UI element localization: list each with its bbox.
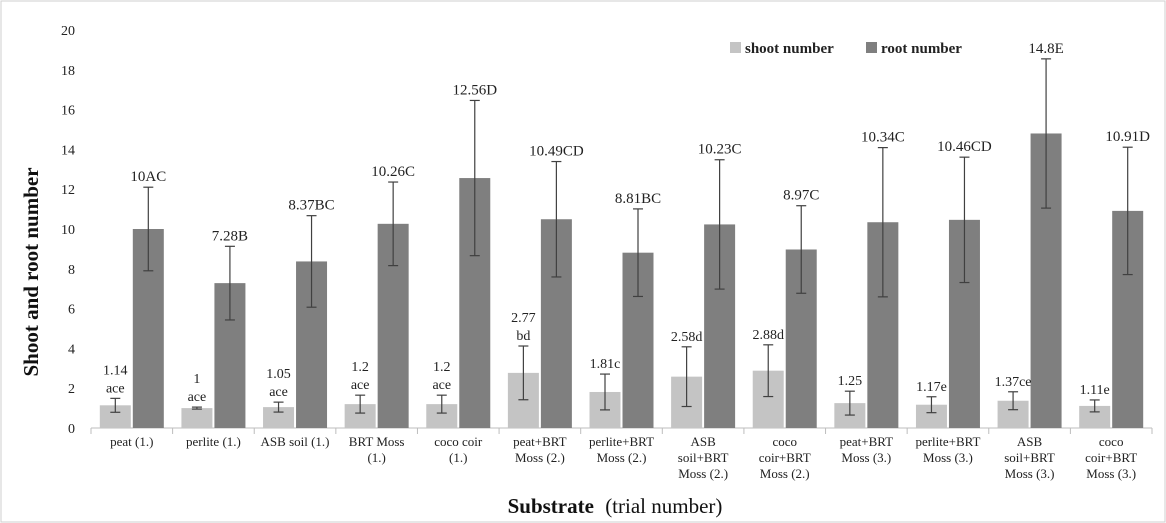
- x-axis-label: Substrate (trial number): [508, 494, 723, 518]
- y-axis-label: Shoot and root number: [19, 167, 43, 376]
- shoot-data-label: ace: [432, 378, 451, 393]
- x-tick-label: ASB: [1017, 434, 1043, 449]
- x-tick-label: perlite+BRT: [915, 434, 980, 449]
- error-bars: [110, 58, 1133, 416]
- y-tick-label: 20: [61, 24, 75, 39]
- x-tick-label: Moss (3.): [923, 450, 973, 465]
- y-tick-label: 2: [68, 382, 75, 397]
- root-data-label: 14.8E: [1028, 41, 1063, 57]
- shoot-bar: [426, 404, 458, 428]
- root-data-label: 10.23C: [698, 142, 742, 158]
- y-tick-label: 10: [61, 223, 75, 238]
- x-tick-label: ASB soil (1.): [261, 434, 330, 449]
- y-tick-label: 14: [61, 143, 75, 158]
- shoot-bar: [99, 405, 131, 428]
- y-tick-label: 0: [68, 422, 75, 437]
- shoot-data-label: ace: [351, 378, 370, 393]
- root-data-label: 12.56D: [452, 82, 497, 98]
- x-tick-label: Moss (3.): [1005, 466, 1055, 481]
- shoot-data-label: 1.37ce: [995, 375, 1032, 390]
- x-tick-label: perlite+BRT: [589, 434, 654, 449]
- category-labels: peat (1.) perlite (1.) ASB soil (1.) BRT Mo…: [110, 434, 1137, 481]
- legend-label: shoot number: [745, 41, 834, 57]
- legend: shoot number root number: [730, 41, 962, 57]
- root-data-label: 8.37BC: [288, 198, 334, 214]
- x-tick-label: Moss (3.): [1086, 466, 1136, 481]
- x-tick-label: BRT Moss: [349, 434, 405, 449]
- y-tick-label: 6: [68, 303, 75, 318]
- shoot-bar: [915, 404, 947, 428]
- x-tick-label: coco: [1099, 434, 1124, 449]
- x-tick-label: peat+BRT: [513, 434, 567, 449]
- x-tick-label: (1.): [449, 450, 467, 465]
- x-axis-label-main: Substrate: [508, 494, 594, 518]
- shoot-data-label: 1.11e: [1080, 383, 1110, 398]
- x-tick-label: peat+BRT: [840, 434, 894, 449]
- shoot-bar: [263, 407, 295, 428]
- shoot-bar: [1079, 405, 1111, 428]
- shoot-data-label: 1.05: [266, 367, 291, 382]
- legend-label: root number: [881, 41, 962, 57]
- shoot-data-label: ace: [188, 390, 207, 405]
- x-tick-label: ASB: [690, 434, 716, 449]
- shoot-data-label: 2.58d: [671, 330, 703, 345]
- shoot-data-label: 1.2: [433, 360, 451, 375]
- legend-swatch: [730, 42, 741, 53]
- shoot-data-label: 1.2: [351, 360, 369, 375]
- shoot-bar: [344, 404, 376, 428]
- shoot-data-label: 1.81c: [590, 357, 621, 372]
- x-tick-label: perlite (1.): [186, 434, 241, 449]
- y-tick-label: 18: [61, 64, 75, 79]
- root-data-label: 10.34C: [861, 130, 905, 146]
- shoot-data-label: bd: [516, 329, 530, 344]
- root-data-label: 10.26C: [371, 164, 415, 180]
- root-data-label: 8.97C: [783, 188, 819, 204]
- x-tick-label: Moss (2.): [760, 466, 810, 481]
- shoot-data-label: 2.77: [511, 311, 536, 326]
- y-tick-label: 12: [61, 183, 75, 198]
- x-tick-label: coco coir: [434, 434, 483, 449]
- x-tick-label: (1.): [367, 450, 385, 465]
- x-tick-label: coir+BRT: [1085, 450, 1137, 465]
- x-axis-label-sub: (trial number): [605, 494, 722, 518]
- y-tick-label: 4: [68, 342, 75, 357]
- shoot-data-label: 1.17e: [916, 380, 947, 395]
- shoot-data-label: 1: [193, 372, 200, 387]
- x-tick-label: coir+BRT: [759, 450, 811, 465]
- root-data-label: 10.49CD: [529, 144, 584, 160]
- x-tick-label: soil+BRT: [1004, 450, 1055, 465]
- root-data-label: 10.46CD: [937, 139, 992, 155]
- root-data-label: 7.28B: [212, 228, 248, 244]
- x-tick-label: peat (1.): [110, 434, 153, 449]
- shoot-data-label: 2.88d: [752, 328, 784, 343]
- shoot-bar: [181, 408, 213, 428]
- x-tick-label: soil+BRT: [678, 450, 729, 465]
- shoot-data-label: 1.25: [838, 374, 863, 389]
- shoot-data-label: ace: [269, 385, 288, 400]
- root-data-label: 8.81BC: [615, 191, 661, 207]
- shoot-data-label: ace: [106, 381, 125, 396]
- legend-swatch: [866, 42, 877, 53]
- x-tick-label: Moss (2.): [515, 450, 565, 465]
- y-tick-label: 16: [61, 104, 75, 119]
- root-data-label: 10AC: [130, 169, 166, 185]
- x-tick-label: coco: [772, 434, 797, 449]
- root-data-label: 10.91D: [1105, 129, 1150, 145]
- shoot-data-label: 1.14: [103, 363, 128, 378]
- x-tick-label: Moss (3.): [841, 450, 891, 465]
- data-labels: 1.14 ace 10AC 1 ace 7.28B 1.05 ace 8.37BC 1.2 ace 1…: [103, 41, 1150, 405]
- y-tick-label: 8: [68, 263, 75, 278]
- x-tick-label: Moss (2.): [597, 450, 647, 465]
- x-tick-label: Moss (2.): [678, 466, 728, 481]
